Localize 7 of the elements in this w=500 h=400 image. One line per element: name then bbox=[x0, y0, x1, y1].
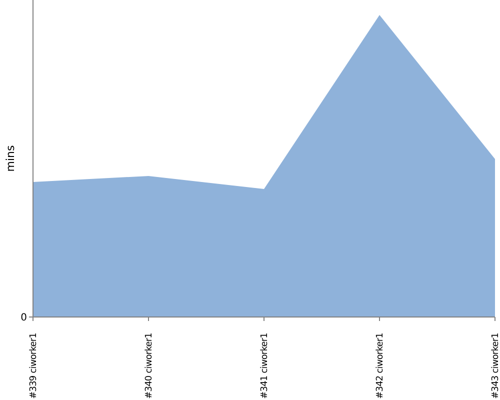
x-tick-label: #341 ciworker1 bbox=[260, 333, 270, 399]
x-tick-label: #342 ciworker1 bbox=[376, 333, 386, 399]
x-tick-label: #339 ciworker1 bbox=[29, 333, 39, 399]
y-axis-title: mins bbox=[4, 145, 17, 172]
x-tick-label: #343 ciworker1 bbox=[491, 333, 500, 399]
x-tick-label: #340 ciworker1 bbox=[144, 333, 154, 399]
text: 0 bbox=[20, 312, 27, 324]
